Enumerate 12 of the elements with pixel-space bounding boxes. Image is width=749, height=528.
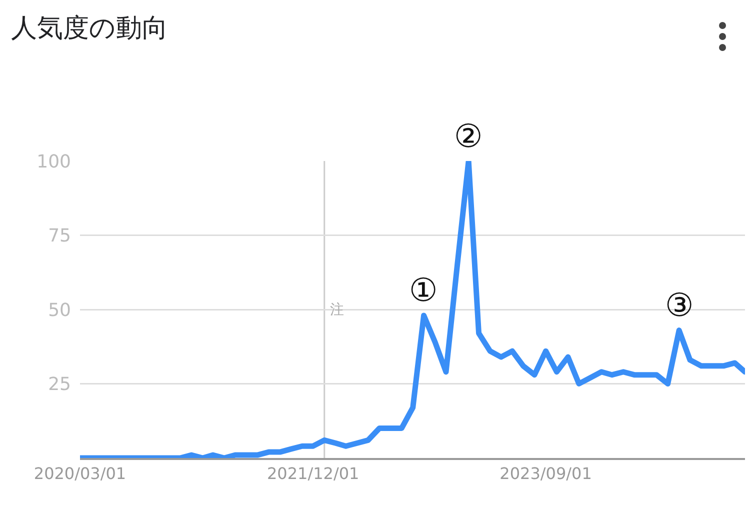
y-tick-label: 75	[48, 226, 71, 247]
x-tick-label: 2023/09/01	[500, 464, 592, 484]
chart-title: 人気度の動向	[11, 14, 168, 44]
ref-line-label: 注	[330, 302, 344, 318]
x-tick-label: 2021/12/01	[266, 464, 360, 484]
annotation: ①	[409, 271, 438, 309]
annotation: ③	[665, 286, 694, 324]
y-tick-label: 25	[48, 374, 71, 396]
annotation: ②	[454, 117, 483, 155]
x-tick-label: 2020/03/01	[34, 464, 126, 484]
y-tick-label: 100	[36, 151, 71, 172]
y-tick-label: 50	[48, 300, 71, 321]
